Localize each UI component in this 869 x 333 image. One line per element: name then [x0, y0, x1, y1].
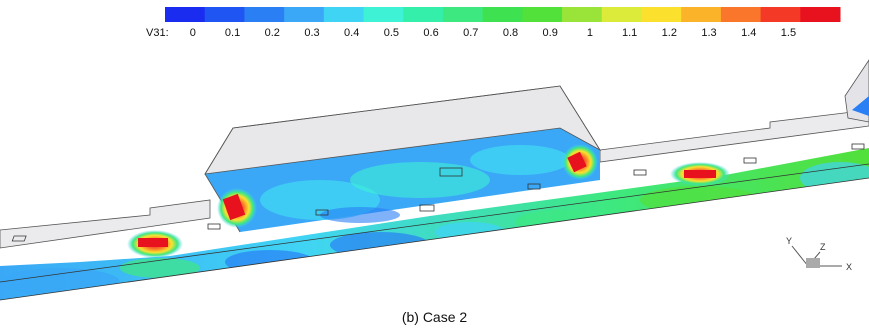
colorbar-swatch: [244, 7, 285, 22]
colorbar-swatch: [403, 7, 444, 22]
legend-tick-label: 0.3: [304, 27, 320, 39]
colorbar-swatch: [482, 7, 523, 22]
legend-tick-label: 1.5: [780, 27, 797, 39]
legend-tick-label: 0.7: [463, 27, 479, 39]
legend-tick-label: 0.1: [224, 27, 241, 39]
axis-triad: Y Z X: [786, 236, 852, 272]
colorbar-swatch: [641, 7, 682, 22]
axis-z-label: Z: [820, 242, 826, 252]
legend-tick-label: 0.9: [542, 27, 558, 39]
legend-tick-label: 1: [586, 27, 593, 39]
colorbar-swatch: [442, 7, 484, 22]
legend-tick-label: 1.3: [701, 27, 717, 39]
legend-tick-label: 0.6: [423, 27, 439, 39]
colorbar: [165, 7, 841, 22]
hot-spots: [127, 144, 730, 258]
axis-x-label: X: [846, 262, 852, 272]
colorbar-swatch: [760, 7, 801, 22]
colorbar-swatch: [720, 7, 762, 22]
legend-tick-label: 0.8: [502, 27, 519, 39]
colorbar-swatch: [601, 7, 642, 22]
colorbar-swatch: [522, 7, 563, 22]
colorbar-swatch: [800, 7, 841, 22]
legend-tick-label: 0: [189, 27, 196, 39]
colorbar-swatch: [562, 7, 603, 22]
raised-room: [204, 85, 602, 233]
vents: [11, 143, 865, 242]
colorbar-swatch: [681, 7, 722, 22]
legend-tick-label: 0.2: [264, 27, 280, 39]
legend-tick-label: 1.1: [621, 27, 638, 39]
colorbar-swatch: [284, 7, 325, 22]
figure-caption: (b) Case 2: [401, 309, 468, 325]
legend-tick-label: 1.4: [741, 27, 757, 39]
legend-tick-label: 0.5: [383, 27, 400, 39]
right-room: [844, 59, 869, 123]
axis-y-label: Y: [786, 236, 792, 246]
colorbar-swatch: [363, 7, 404, 22]
colorbar-swatch: [165, 7, 206, 22]
legend-variable: V31:: [146, 27, 169, 39]
legend-tick-label: 0.4: [344, 27, 360, 39]
colorbar-swatch: [323, 7, 365, 22]
colorbar-swatch: [204, 7, 245, 22]
legend-tick-label: 1.2: [661, 27, 677, 39]
